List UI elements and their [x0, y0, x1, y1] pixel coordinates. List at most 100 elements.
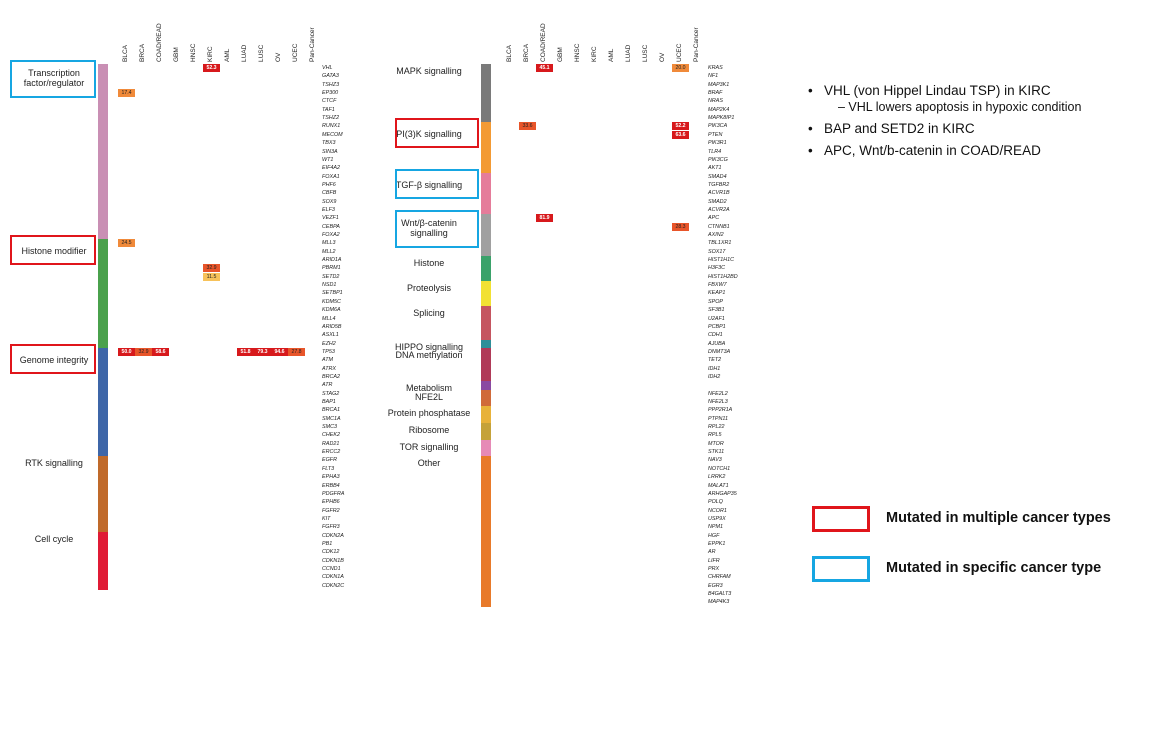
heatmap-cell	[570, 398, 587, 406]
heatmap-cell	[169, 507, 186, 515]
gene-name: EGFR	[322, 457, 337, 464]
heatmap-cell	[254, 273, 271, 281]
heatmap-cell	[288, 381, 305, 389]
heatmap-cell	[237, 231, 254, 239]
heatmap-cell	[519, 164, 536, 172]
heatmap-cell	[502, 431, 519, 439]
category-color-bar	[481, 214, 491, 257]
heatmap-cell	[152, 448, 169, 456]
heatmap-cell	[135, 148, 152, 156]
heatmap-cell	[254, 156, 271, 164]
heatmap-cell	[587, 523, 604, 531]
heatmap-cell	[672, 198, 689, 206]
heatmap-cell	[570, 548, 587, 556]
heatmap-cell	[638, 373, 655, 381]
gene-name: LRRK2	[708, 474, 726, 481]
heatmap-cell	[621, 139, 638, 147]
heatmap-cell	[118, 331, 135, 339]
heatmap-cell	[604, 306, 621, 314]
gene-name: MAP2K4	[708, 106, 730, 113]
heatmap-cell	[519, 131, 536, 139]
heatmap-cell	[655, 181, 672, 189]
gene-name: NPM1	[708, 524, 723, 531]
heatmap-cell	[203, 239, 220, 247]
heatmap-cell	[672, 390, 689, 398]
category-label: PI(3)K signalling	[396, 129, 462, 140]
heatmap-cell	[621, 523, 638, 531]
heatmap-cell	[672, 498, 689, 506]
heatmap-cell	[254, 315, 271, 323]
heatmap-cell	[288, 507, 305, 515]
category-color-bar	[98, 347, 108, 457]
heatmap-cell	[638, 122, 655, 130]
heatmap-cell	[118, 473, 135, 481]
heatmap-cell	[604, 548, 621, 556]
heatmap-cell	[305, 64, 322, 72]
heatmap-cell	[271, 431, 288, 439]
heatmap-cell	[254, 431, 271, 439]
heatmap-cell	[621, 198, 638, 206]
heatmap-cell	[536, 482, 553, 490]
heatmap-cell	[220, 289, 237, 297]
heatmap-cell	[638, 248, 655, 256]
heatmap-cell	[135, 89, 152, 97]
heatmap-cell	[186, 406, 203, 414]
heatmap-cell	[186, 173, 203, 181]
heatmap-cell	[570, 598, 587, 606]
heatmap-cell	[271, 323, 288, 331]
heatmap-cell	[169, 106, 186, 114]
heatmap-cell	[621, 423, 638, 431]
heatmap-cell	[237, 156, 254, 164]
heatmap-cell	[271, 223, 288, 231]
heatmap-cell	[220, 498, 237, 506]
heatmap-cell	[536, 289, 553, 297]
heatmap-cell	[220, 81, 237, 89]
heatmap-cell	[621, 64, 638, 72]
heatmap-cell	[271, 306, 288, 314]
heatmap-cell	[587, 423, 604, 431]
column-header: LUSC	[642, 44, 649, 62]
heatmap-cell	[570, 148, 587, 156]
category-label: Histone modifier	[21, 246, 87, 257]
heatmap-cell	[220, 181, 237, 189]
heatmap-cell	[118, 340, 135, 348]
heatmap-cell	[169, 365, 186, 373]
gene-name: ARHGAP35	[708, 490, 737, 497]
heatmap-cell	[655, 398, 672, 406]
heatmap-cell	[220, 373, 237, 381]
heatmap-cell	[587, 557, 604, 565]
column-header: Pan-Cancer	[309, 27, 316, 62]
heatmap-cell	[135, 390, 152, 398]
heatmap-cell	[118, 448, 135, 456]
heatmap-cell	[502, 189, 519, 197]
heatmap-cell	[502, 289, 519, 297]
heatmap-cell	[519, 306, 536, 314]
heatmap-cell	[638, 315, 655, 323]
gene-name: GATA3	[322, 73, 339, 80]
heatmap-cell	[152, 306, 169, 314]
heatmap-cell	[118, 498, 135, 506]
heatmap-cell	[220, 456, 237, 464]
heatmap-cell	[186, 72, 203, 80]
heatmap-cell	[672, 273, 689, 281]
heatmap-cell	[237, 298, 254, 306]
legend-label: Mutated in multiple cancer types	[886, 510, 1111, 526]
heatmap-cell	[152, 473, 169, 481]
heatmap-cell	[536, 557, 553, 565]
heatmap-cell	[672, 231, 689, 239]
category-color-bar	[481, 406, 491, 424]
heatmap-cell	[254, 532, 271, 540]
gene-name: PHF6	[322, 181, 336, 188]
category-label: Histone	[413, 258, 445, 269]
heatmap-cell	[305, 573, 322, 581]
heatmap-cell	[305, 72, 322, 80]
heatmap-cell	[502, 181, 519, 189]
heatmap-cell	[502, 540, 519, 548]
heatmap-cell	[536, 415, 553, 423]
heatmap-cell	[655, 590, 672, 598]
heatmap-cell	[672, 164, 689, 172]
heatmap-cell	[305, 498, 322, 506]
heatmap-cell	[638, 289, 655, 297]
heatmap-cell	[152, 340, 169, 348]
heatmap-cell	[237, 214, 254, 222]
